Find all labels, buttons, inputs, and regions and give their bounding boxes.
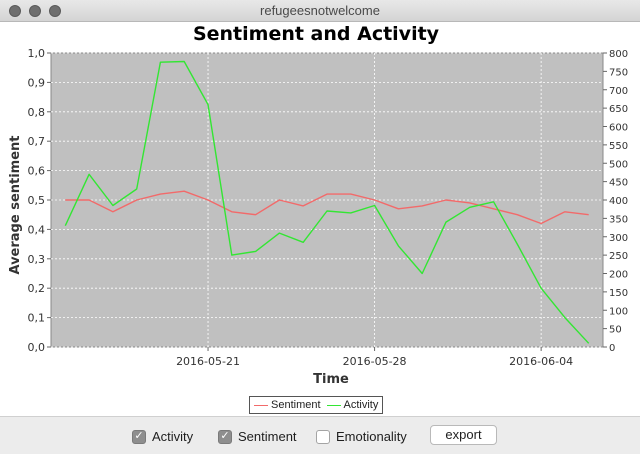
right-tick-label: 50 [609, 325, 622, 336]
right-tick-label: 450 [609, 178, 628, 189]
y-axis-label: Average sentiment [8, 135, 23, 274]
chart-title: Sentiment and Activity [193, 23, 440, 45]
emotionality-checkbox-control[interactable]: Emotionality [316, 429, 407, 444]
x-tick-label: 2016-05-28 [343, 355, 407, 368]
activity-checkbox[interactable]: ✓ [132, 429, 146, 444]
right-tick-label: 400 [609, 196, 628, 207]
right-tick-label: 750 [609, 67, 628, 78]
activity-checkbox-control[interactable]: ✓ Activity [132, 429, 193, 444]
left-tick-label: 0,9 [28, 76, 46, 89]
left-tick-label: 0,7 [28, 135, 46, 148]
maximize-window-button[interactable] [49, 5, 61, 17]
close-window-button[interactable] [9, 5, 21, 17]
legend-label-activity: Activity [343, 399, 379, 411]
chart-legend: Sentiment Activity [249, 396, 384, 414]
left-tick-label: 1,0 [28, 47, 46, 60]
right-tick-label: 800 [609, 49, 628, 60]
left-tick-label: 0,2 [28, 282, 46, 295]
sentiment-checkbox-control[interactable]: ✓ Sentiment [218, 429, 297, 444]
series-line-sentiment [65, 190, 589, 225]
right-tick-label: 500 [609, 159, 628, 170]
left-tick-label: 0,1 [28, 312, 46, 325]
right-tick-label: 550 [609, 141, 628, 152]
minimize-window-button[interactable] [29, 5, 41, 17]
legend-label-sentiment: Sentiment [271, 399, 321, 411]
legend-item-activity: Activity [326, 399, 379, 411]
left-tick-label: 0,8 [28, 106, 46, 119]
chart-panel: Sentiment and Activity 0,0 0,1 0,2 0,3 0,4 0,… [0, 22, 640, 416]
title-bar: refugeesnotwelcome [0, 0, 640, 22]
controls-bar: ✓ Activity ✓ Sentiment Emotionality expo… [0, 416, 640, 454]
left-tick-label: 0,6 [28, 165, 46, 178]
right-tick-label: 350 [609, 214, 628, 225]
right-tick-label: 650 [609, 104, 628, 115]
activity-checkbox-label: Activity [152, 429, 194, 444]
x-tick-label: 2016-05-21 [176, 355, 240, 368]
x-tick-label: 2016-06-04 [509, 355, 573, 368]
right-tick-label: 250 [609, 251, 628, 262]
sentiment-checkbox[interactable]: ✓ [218, 429, 232, 444]
series-line-activity [64, 60, 590, 344]
sentiment-checkbox-label: Sentiment [238, 429, 297, 444]
right-tick-label: 0 [609, 343, 615, 354]
right-tick-label: 300 [609, 233, 628, 244]
right-tick-label: 200 [609, 270, 628, 281]
emotionality-checkbox-label: Emotionality [336, 429, 407, 444]
legend-swatch-sentiment [254, 404, 268, 406]
left-tick-label: 0,0 [28, 341, 46, 354]
right-tick-label: 700 [609, 86, 628, 97]
left-tick-label: 0,5 [28, 194, 46, 207]
right-tick-label: 600 [609, 123, 628, 134]
legend-item-sentiment: Sentiment [254, 399, 321, 411]
emotionality-checkbox[interactable] [316, 429, 330, 444]
export-button[interactable]: export [430, 425, 497, 445]
legend-swatch-activity [326, 404, 341, 406]
left-tick-label: 0,3 [28, 253, 46, 266]
right-tick-label: 100 [609, 306, 628, 317]
right-tick-label: 150 [609, 288, 628, 299]
sentiment-activity-chart: Sentiment and Activity 0,0 0,1 0,2 0,3 0,4 0,… [8, 23, 628, 387]
left-tick-label: 0,4 [28, 223, 46, 236]
window-title: refugeesnotwelcome [260, 3, 380, 18]
x-axis-label: Time [313, 372, 349, 387]
